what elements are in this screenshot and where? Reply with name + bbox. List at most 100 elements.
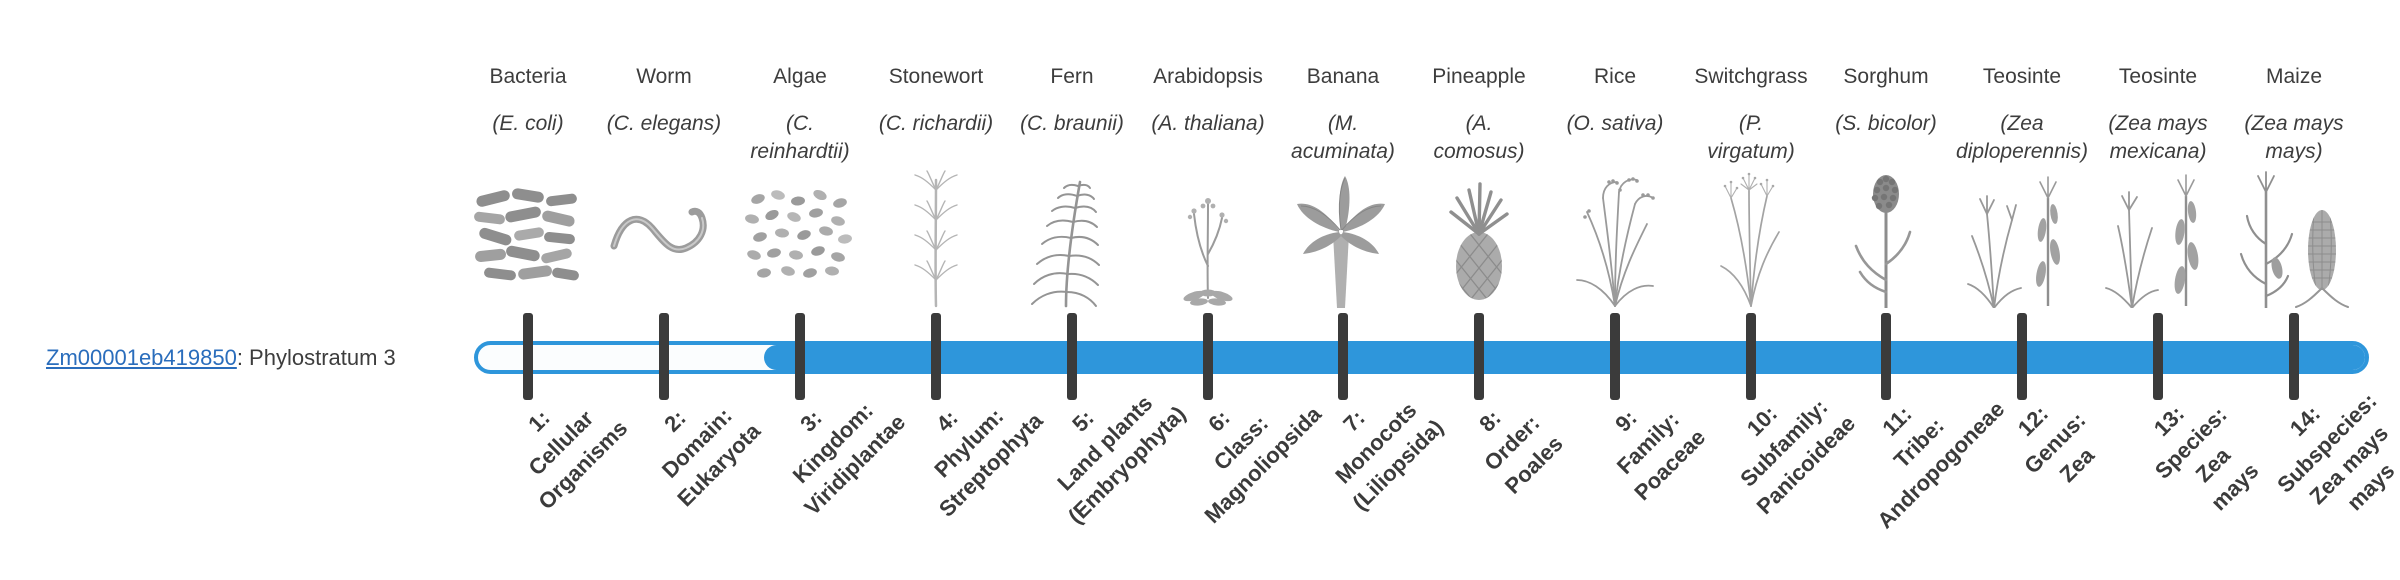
gene-link[interactable]: Zm00001eb419850 <box>46 345 237 370</box>
organism-header: Algae (C. reinhardtii) <box>725 64 875 166</box>
organism-latin-name: (Zea mays mays) <box>2219 110 2369 166</box>
organism-illustration <box>1540 166 1690 308</box>
stonewort-illustration <box>914 170 958 308</box>
organism-header: Worm (C. elegans) <box>589 64 739 138</box>
stratum-label: 3: Kingdom: Viridiplantae <box>753 363 912 522</box>
pineapple-illustration <box>1449 182 1509 300</box>
organism-illustration <box>1811 166 1961 308</box>
stratum-label: 10: Subfamily: Panicoideae <box>1706 365 1863 522</box>
phylostratum-text: : Phylostratum 3 <box>236 345 396 370</box>
latin-line: (Zea mays <box>2244 112 2344 135</box>
phylostratum-bar <box>474 341 2369 374</box>
latin-line: (C. <box>786 112 814 135</box>
latin-line: diploperennis) <box>1956 140 2088 163</box>
latin-line: (E. coli) <box>492 112 564 135</box>
latin-line: (C. richardii) <box>878 112 994 135</box>
organism-header: Fern (C. braunii) <box>997 64 1147 138</box>
organism-illustration <box>1404 166 1554 308</box>
organism-header: Arabidopsis (A. thaliana) <box>1133 64 1283 138</box>
bacteria-illustration <box>474 188 579 281</box>
organism-header: Banana (M. acuminata) <box>1268 64 1418 166</box>
organism-latin-name: (S. bicolor) <box>1811 110 1961 138</box>
maize-illustration <box>2239 171 2349 308</box>
stratum-label: 9: Family: Poaceae <box>1583 378 1712 507</box>
stratum-tick <box>523 313 533 400</box>
organism-illustration <box>725 166 875 308</box>
organism-name: Bacteria <box>489 65 567 88</box>
organism-header: Bacteria (E. coli) <box>453 64 603 138</box>
arabidopsis-illustration <box>1183 198 1233 306</box>
organism-name: Arabidopsis <box>1153 65 1263 88</box>
organism-illustration <box>1133 166 1283 308</box>
organism-header: Rice (O. sativa) <box>1540 64 1690 138</box>
stratum-tick <box>659 313 669 400</box>
organism-header: Maize (Zea mays mays) <box>2219 64 2369 166</box>
stratum-tick <box>2289 313 2299 400</box>
teosinte-diploperennis-illustration <box>1967 176 2060 308</box>
latin-line: (P. <box>1738 112 1764 135</box>
organism-header: Sorghum (S. bicolor) <box>1811 64 1961 138</box>
organism-name: Pineapple <box>1432 65 1526 88</box>
stratum-label: 7: Monocots (Liliopsida) <box>1302 369 1451 518</box>
stratum-label: 5: Land plants (Embryophyta) <box>1017 355 1193 531</box>
stratum-tick <box>1203 313 1213 400</box>
latin-line: (Zea mays <box>2108 112 2208 135</box>
organism-name: Maize <box>2265 65 2323 88</box>
banana-illustration <box>1297 176 1385 308</box>
latin-line: (O. sativa) <box>1566 112 1664 135</box>
organism-illustration <box>2083 166 2233 308</box>
organism-illustration <box>1676 166 1826 308</box>
organism-illustration <box>589 166 739 308</box>
switchgrass-illustration <box>1720 172 1780 307</box>
latin-line: acuminata) <box>1291 140 1395 163</box>
organism-name: Teosinte <box>1982 65 2062 88</box>
sorghum-illustration <box>1854 175 1912 308</box>
latin-line: (C. braunii) <box>1020 112 1124 135</box>
latin-line: mexicana) <box>2109 140 2207 163</box>
latin-line: comosus) <box>1433 140 1525 163</box>
stratum-tick <box>931 313 941 400</box>
organism-latin-name: (E. coli) <box>453 110 603 138</box>
organism-illustration <box>1268 166 1418 308</box>
organism-latin-name: (C. richardii) <box>861 110 1011 138</box>
latin-line: mays) <box>2265 140 2323 163</box>
organism-illustration <box>997 166 1147 308</box>
organism-name: Worm <box>636 65 692 88</box>
organism-latin-name: (C. reinhardtii) <box>725 110 875 166</box>
stratum-label: 11: Tribe: Andropogoneae <box>1826 350 2011 535</box>
organism-latin-name: (A. thaliana) <box>1133 110 1283 138</box>
organism-latin-name: (Zea diploperennis) <box>1947 110 2097 166</box>
fern-illustration <box>1031 180 1100 308</box>
worm-illustration <box>610 207 707 253</box>
organism-illustration <box>2219 166 2369 308</box>
organism-header: Stonewort (C. richardii) <box>861 64 1011 138</box>
latin-line: (A. thaliana) <box>1151 112 1265 135</box>
latin-line: reinhardtii) <box>750 140 850 163</box>
organism-latin-name: (C. braunii) <box>997 110 1147 138</box>
stratum-label: 2: Domain: Eukaryota <box>626 372 767 513</box>
gene-label: Zm00001eb419850: Phylostratum 3 <box>46 344 396 371</box>
stratum-label: 4: Phylum: Streptophyta <box>888 362 1050 524</box>
stratum-label: 12: Genus: Zea <box>1995 383 2114 502</box>
stratum-tick <box>2017 313 2027 400</box>
organism-latin-name: (C. elegans) <box>589 110 739 138</box>
organism-latin-name: (A. comosus) <box>1404 110 1554 166</box>
organism-name: Teosinte <box>2118 65 2198 88</box>
phylostratum-bar-fill <box>764 345 2365 370</box>
organism-latin-name: (M. acuminata) <box>1268 110 1418 166</box>
stratum-label: 1: Cellular Organisms <box>487 369 634 516</box>
stratum-label: 8: Order: Poales <box>1454 385 1570 501</box>
organism-header: Teosinte (Zea mays mexicana) <box>2083 64 2233 166</box>
latin-line: (M. <box>1327 112 1359 135</box>
stratum-tick <box>1610 313 1620 400</box>
organism-illustration <box>453 166 603 308</box>
organism-latin-name: (P. virgatum) <box>1676 110 1826 166</box>
latin-line: virgatum) <box>1707 140 1795 163</box>
organism-name: Fern <box>1050 65 1094 88</box>
organism-name: Algae <box>773 65 827 88</box>
organism-name: Switchgrass <box>1694 65 1808 88</box>
organism-illustration <box>861 166 1011 308</box>
latin-line: (Zea <box>2000 112 2044 135</box>
latin-line: (A. <box>1465 112 1493 135</box>
